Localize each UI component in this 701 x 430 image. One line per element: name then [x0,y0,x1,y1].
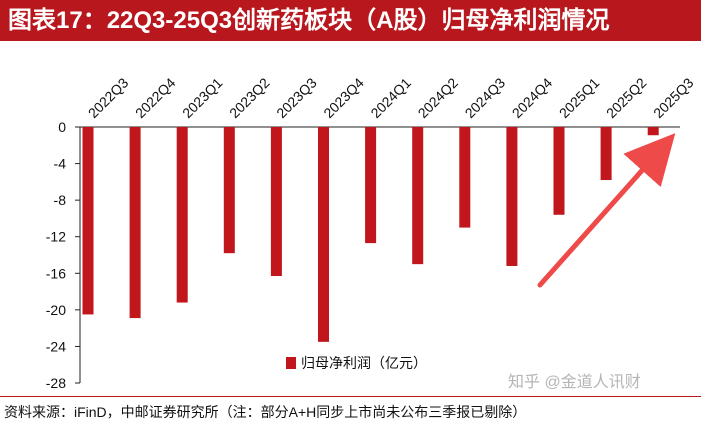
x-tick-label: 2025Q2 [603,74,650,121]
y-tick-label: -8 [54,192,67,208]
y-tick-label: -24 [46,338,66,354]
watermark: 知乎 @金道人讯财 [508,374,641,391]
bar-2023Q1 [176,127,188,303]
bar-2025Q3 [647,127,659,136]
y-tick-label: 0 [58,119,66,135]
bar-2025Q1 [553,127,565,215]
x-tick-label: 2024Q2 [415,74,462,121]
chart-area: 0 -4 -8 -12 -16 -20 -24 -28 2022Q3 2022Q4 2023Q1 2… [0,41,701,396]
bar-2023Q3 [270,127,282,277]
x-tick-label: 2022Q4 [132,74,179,121]
bar-2024Q3 [459,127,471,228]
bar-2024Q1 [365,127,377,244]
bar-2023Q4 [318,127,329,342]
x-tick-label: 2024Q1 [367,74,414,121]
x-tick-label: 2022Q3 [85,74,132,121]
x-tick-label: 2024Q3 [462,74,509,121]
bar-2025Q2 [600,127,612,181]
trend-arrow [537,133,676,288]
bar-chart: 0-4-8-12-16-20-24-28 2022Q3 2022Q4 2023Q1 2… [46,74,697,391]
y-tick-label: -4 [54,156,67,172]
x-tick-label: 2024Q4 [509,74,556,121]
x-tick-label: 2023Q3 [273,74,320,121]
legend-swatch [286,357,296,369]
y-tick-label: -20 [46,302,66,318]
chart-title: 图表17：22Q3-25Q3创新药板块（A股）归母净利润情况 [0,0,701,41]
bar-2024Q2 [412,127,424,265]
bar-2023Q2 [223,127,235,254]
y-tick-label: -28 [46,375,66,391]
source-note: 资料来源：iFinD，中邮证券研究所（注：部分A+H同步上市尚未公布三季报已剔除… [0,396,701,430]
x-tick-label: 2023Q1 [179,74,226,121]
bar-2024Q4 [506,127,518,266]
y-tick-label: -16 [46,265,66,281]
x-tick-label: 2023Q4 [320,74,367,121]
bar-2022Q4 [129,127,141,319]
x-tick-label: 2025Q1 [556,74,603,121]
y-tick-label: -12 [46,229,66,245]
bar-2022Q3 [82,127,94,315]
legend-label: 归母净利润（亿元） [301,355,427,371]
x-tick-label: 2023Q2 [226,74,273,121]
x-tick-label: 2025Q3 [650,74,697,121]
